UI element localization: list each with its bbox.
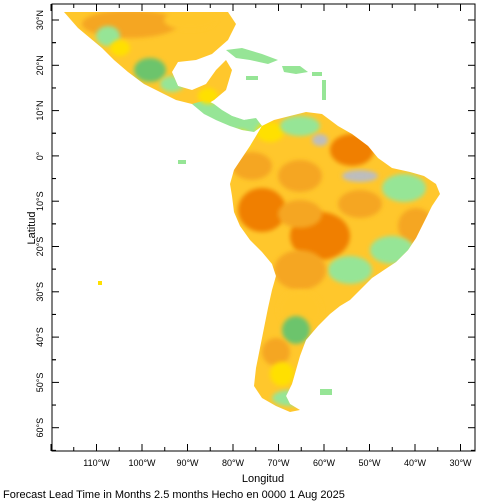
argentina-central-green: [282, 316, 310, 344]
y-axis-title: Latitud: [26, 211, 38, 244]
footer-caption: Forecast Lead Time in Months 2.5 months …: [3, 489, 345, 501]
falkland-islands: [320, 389, 332, 395]
amazon-grey-1: [312, 134, 328, 146]
lon-tick-label: 80°W: [222, 458, 245, 468]
lat-tick-label: 0°: [35, 151, 45, 160]
mexico-west-green: [134, 58, 166, 82]
lat-tick-label: 10°N: [35, 101, 45, 121]
lat-tick-label: 60°S: [35, 418, 45, 438]
longitude-axis: 110°W 100°W 90°W 80°W 70°W 60°W 50°W 40°W 30°W: [50, 4, 472, 468]
amazon-grey-2: [342, 170, 378, 182]
brazil-ne-green: [382, 174, 426, 202]
patagonia-yellow: [270, 362, 294, 386]
lat-tick-label: 10°S: [35, 191, 45, 211]
lon-tick-label: 60°W: [313, 458, 336, 468]
mexico-yellow-patch: [110, 40, 130, 56]
mexico-ne-shading: [164, 12, 216, 30]
puerto-rico-island: [312, 72, 322, 76]
brazil-south-green: [328, 256, 372, 284]
lat-tick-label: 50°S: [35, 373, 45, 393]
ecuador-orange: [232, 152, 272, 180]
lat-tick-label: 20°S: [35, 237, 45, 257]
jamaica-island: [246, 76, 258, 80]
galapagos-island: [178, 160, 186, 164]
lat-tick-label: 40°S: [35, 327, 45, 347]
lon-tick-label: 100°W: [128, 458, 156, 468]
lon-tick-label: 70°W: [267, 458, 290, 468]
lon-tick-label: 110°W: [83, 458, 110, 468]
anomaly-layers: [82, 12, 434, 406]
brazil-central-orange: [338, 190, 382, 218]
amazon-west-orange: [278, 160, 322, 192]
cuba-island: [226, 48, 278, 64]
baja-green: [96, 26, 120, 46]
amazon-central-orange: [278, 200, 322, 228]
peru-dark-orange: [238, 188, 286, 232]
colombia-north-yellow: [256, 122, 284, 142]
lat-tick-label: 30°S: [35, 282, 45, 302]
patagonia-north-orange: [262, 338, 290, 366]
lat-tick-label: 30°N: [35, 10, 45, 30]
lon-tick-label: 30°W: [449, 458, 472, 468]
x-axis-title: Longitud: [242, 473, 284, 485]
lat-tick-label: 20°N: [35, 55, 45, 75]
anomaly-shading: [82, 12, 434, 406]
map-plot-area: [52, 4, 475, 451]
pacific-island: [98, 281, 102, 285]
lon-tick-label: 90°W: [176, 458, 199, 468]
map-frame: [51, 3, 476, 452]
lon-tick-label: 40°W: [404, 458, 427, 468]
latitude-axis: 30°N 20°N 10°N 0° 10°S 20°S 30°S 40°S 50°S 60°S: [35, 10, 475, 451]
lon-tick-label: 50°W: [358, 458, 381, 468]
chaco-orange: [274, 250, 326, 290]
lesser-antilles-islands: [322, 80, 326, 100]
venezuela-green: [280, 116, 320, 136]
hispaniola-island: [282, 66, 308, 74]
guatemala-yellow: [198, 88, 218, 104]
